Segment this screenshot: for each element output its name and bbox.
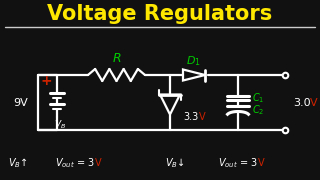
Text: 3.3: 3.3 xyxy=(183,111,198,122)
Text: +: + xyxy=(40,74,52,88)
Text: V: V xyxy=(258,158,264,168)
Text: Voltage Regulators: Voltage Regulators xyxy=(47,4,273,24)
Text: V: V xyxy=(310,98,318,107)
Text: $C_1$: $C_1$ xyxy=(252,92,264,105)
Text: $V_B$↓: $V_B$↓ xyxy=(165,156,185,170)
Text: $D_1$: $D_1$ xyxy=(186,54,201,68)
Text: $V_{out}$ = 3: $V_{out}$ = 3 xyxy=(218,156,258,170)
Text: V: V xyxy=(199,111,206,122)
Text: $V_B$↑: $V_B$↑ xyxy=(8,156,28,170)
Text: $V_{out}$ = 3: $V_{out}$ = 3 xyxy=(55,156,95,170)
Text: $V_B$: $V_B$ xyxy=(54,118,66,131)
Text: V: V xyxy=(95,158,101,168)
Text: 3.0: 3.0 xyxy=(293,98,311,107)
Text: $C_2$: $C_2$ xyxy=(252,104,264,117)
Text: 9V: 9V xyxy=(13,98,28,107)
Text: $R$: $R$ xyxy=(112,51,121,64)
